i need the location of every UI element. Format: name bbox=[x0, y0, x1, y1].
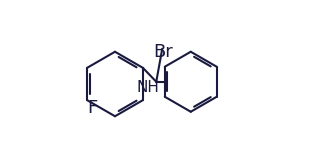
Text: F: F bbox=[87, 99, 97, 117]
Text: NH: NH bbox=[137, 80, 160, 95]
Text: Br: Br bbox=[153, 43, 173, 61]
